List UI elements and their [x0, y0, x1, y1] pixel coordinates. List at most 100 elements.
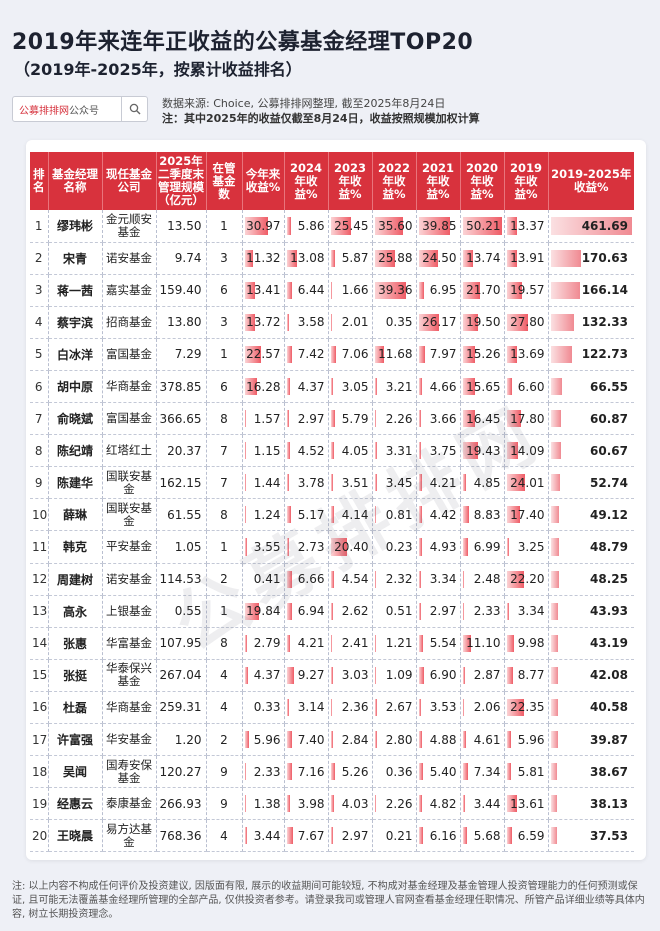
return-value: 25.88 — [378, 251, 413, 266]
total-return-bar — [550, 410, 562, 428]
manager-name-cell: 高永 — [48, 595, 103, 628]
search-button[interactable] — [121, 97, 147, 121]
rank-cell: 17 — [30, 723, 49, 757]
fund-count-cell: 4 — [206, 819, 243, 853]
return-cell-y2019: 8.77 — [504, 659, 549, 692]
return-cell-y2019: 17.80 — [504, 402, 549, 436]
return-bar — [418, 795, 423, 813]
return-cell-y2024: 5.17 — [284, 498, 329, 532]
return-cell-y2021: 6.90 — [416, 659, 461, 692]
return-value: 6.95 — [429, 283, 457, 298]
fund-count-cell: 7 — [206, 466, 243, 500]
return-cell-y2025: 1.15 — [242, 434, 285, 468]
return-value: 19.50 — [466, 315, 501, 330]
total-return-cell: 170.63 — [548, 242, 634, 275]
search-box[interactable]: 公募排排网 公众号 — [12, 96, 148, 122]
rank-cell: 2 — [30, 242, 49, 275]
return-bar — [374, 410, 377, 428]
total-return-cell: 166.14 — [548, 274, 634, 307]
return-value: 4.37 — [253, 668, 281, 683]
return-cell-y2019: 3.25 — [504, 530, 549, 564]
return-cell-y2022: 35.60 — [372, 210, 417, 243]
return-bar — [462, 506, 470, 524]
return-bar — [330, 634, 333, 652]
return-cell-y2019: 17.40 — [504, 498, 549, 532]
return-bar — [286, 602, 292, 620]
return-value: 4.61 — [473, 732, 501, 747]
return-value: 22.35 — [510, 700, 545, 715]
return-bar — [286, 763, 293, 781]
rank-cell: 10 — [30, 498, 49, 532]
return-bar — [506, 570, 524, 588]
return-cell-y2023: 4.14 — [328, 498, 373, 532]
return-bar — [462, 763, 469, 781]
aum-cell: 61.55 — [156, 498, 207, 532]
return-bar — [462, 377, 475, 396]
return-cell-y2025: 3.55 — [242, 530, 285, 564]
return-bar — [506, 313, 529, 331]
total-return-value: 49.12 — [590, 507, 628, 522]
total-return-cell: 43.19 — [548, 627, 634, 660]
return-bar — [286, 731, 293, 749]
return-value: 6.44 — [297, 283, 325, 298]
return-cell-y2023: 2.36 — [328, 691, 373, 725]
return-bar — [244, 281, 255, 299]
return-cell-y2024: 4.21 — [284, 627, 329, 660]
return-cell-y2025: 5.96 — [242, 723, 285, 757]
return-bar — [506, 698, 525, 716]
return-cell-y2020: 13.74 — [460, 242, 505, 275]
company-cell: 金元顺安基金 — [102, 210, 157, 243]
table-row: 17 许富强 华安基金 1.20 2 5.96 7.40 2.84 2.80 4.88 4.61 5.… — [30, 723, 634, 757]
total-return-cell: 37.53 — [548, 819, 634, 853]
aum-cell: 9.74 — [156, 242, 207, 275]
return-value: 13.69 — [510, 347, 545, 362]
return-value: 11.68 — [378, 347, 413, 362]
return-cell-y2024: 5.86 — [284, 210, 329, 243]
return-bar — [506, 795, 518, 813]
total-return-cell: 49.12 — [548, 498, 634, 532]
company-cell: 华富基金 — [102, 627, 157, 660]
return-bar — [506, 602, 510, 620]
column-header: 2022年收益% — [372, 152, 417, 210]
return-value: 5.81 — [517, 764, 545, 779]
return-cell-y2025: 13.41 — [242, 274, 285, 307]
return-bar — [418, 602, 421, 620]
return-bar — [506, 377, 512, 396]
return-cell-y2019: 14.09 — [504, 434, 549, 468]
return-value: 7.06 — [341, 347, 369, 362]
return-cell-y2019: 13.69 — [504, 338, 549, 371]
return-cell-y2025: 2.33 — [242, 755, 285, 789]
return-bar — [286, 827, 293, 845]
return-value: 5.26 — [341, 764, 369, 779]
return-value: 30.97 — [246, 218, 281, 233]
return-bar — [330, 377, 333, 396]
return-value: 3.03 — [341, 668, 369, 683]
manager-name-cell: 周建树 — [48, 563, 103, 596]
return-value: 39.36 — [378, 283, 413, 298]
return-bar — [244, 442, 246, 460]
return-value: 1.09 — [385, 668, 413, 683]
return-bar — [462, 410, 476, 428]
return-value: 0.23 — [385, 539, 413, 554]
return-cell-y2022: 1.21 — [372, 627, 417, 660]
aum-cell: 7.29 — [156, 338, 207, 371]
aum-cell: 768.36 — [156, 819, 207, 853]
rank-cell: 1 — [30, 210, 49, 243]
return-bar — [244, 634, 247, 652]
return-value: 2.87 — [473, 668, 501, 683]
return-value: 2.84 — [341, 732, 369, 747]
return-value: 13.91 — [510, 251, 545, 266]
return-cell-y2023: 5.26 — [328, 755, 373, 789]
return-cell-y2025: 1.38 — [242, 787, 285, 821]
total-return-bar — [550, 281, 580, 299]
return-cell-y2024: 13.08 — [284, 242, 329, 275]
return-bar — [374, 634, 376, 652]
return-value: 6.94 — [297, 604, 325, 619]
return-bar — [418, 249, 438, 267]
return-value: 5.40 — [429, 764, 457, 779]
return-bar — [462, 602, 465, 620]
rank-cell: 13 — [30, 595, 49, 628]
return-cell-y2025: 11.32 — [242, 242, 285, 275]
aum-cell: 267.04 — [156, 659, 207, 692]
return-cell-y2023: 20.40 — [328, 530, 373, 564]
